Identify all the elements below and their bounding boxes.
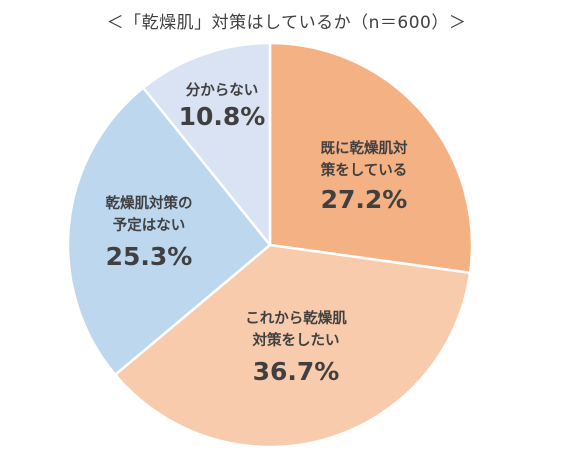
chart-title: ＜「乾燥肌」対策はしているか（n＝600）＞ <box>106 13 467 33</box>
pie-slice-1 <box>268 41 474 275</box>
slice-value-3: 25.3% <box>106 242 193 271</box>
pie-slices <box>66 41 474 449</box>
slice-value-1: 27.2% <box>321 185 408 214</box>
pie-slice-4 <box>141 41 272 247</box>
slice-label-4-line-1: 分からない <box>186 82 259 99</box>
slice-label-3-line-2: 予定はない <box>113 216 186 234</box>
slice-value-2: 36.7% <box>253 357 340 386</box>
pie-slice-3 <box>66 86 272 376</box>
slice-value-4: 10.8% <box>179 102 266 131</box>
pie-slice-2 <box>113 243 472 449</box>
slice-label-2-line-1: これから乾燥肌 <box>245 309 347 327</box>
slice-label-1-line-1: 既に乾燥肌対 <box>321 139 408 157</box>
slice-label-3-line-1: 乾燥肌対策の <box>106 194 193 212</box>
slice-label-2-line-2: 対策をしたい <box>252 331 340 349</box>
slice-label-1-line-2: 策をしている <box>320 161 408 179</box>
